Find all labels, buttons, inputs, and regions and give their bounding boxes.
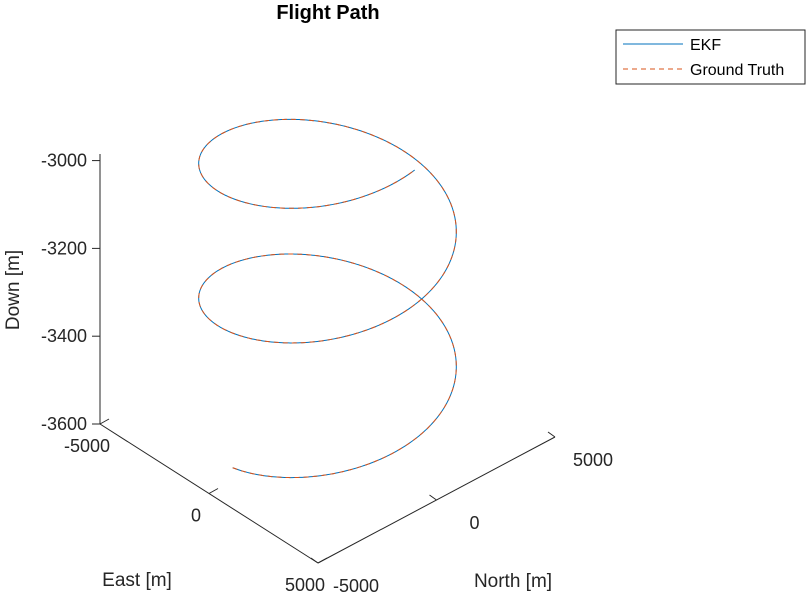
z-tick-label-0: -3000 [41, 151, 87, 171]
north-axis-label: North [m] [474, 571, 552, 592]
legend: EKF Ground Truth [615, 29, 806, 85]
z-tick-label-1: -3200 [41, 238, 87, 258]
z-axis-label: Down [m] [3, 250, 24, 330]
east-tick-label-0: -5000 [64, 436, 110, 456]
east-tick-label-1: 0 [191, 506, 201, 526]
series-layer [198, 118, 457, 479]
north-tick-mark-1 [429, 494, 437, 501]
north-tick-mark-2 [547, 431, 556, 438]
east-tick-mark-0 [99, 418, 110, 425]
north-axis-ticks: -5000 0 5000 [310, 431, 613, 595]
east-tick-mark-1 [208, 488, 219, 494]
east-axis-label: East [m] [102, 570, 172, 591]
legend-label-ground-truth: Ground Truth [690, 62, 784, 79]
z-tick-label-2: -3400 [41, 326, 87, 346]
z-axis-ticks: -3000 -3200 -3400 -3600 [41, 151, 100, 434]
east-axis-ticks: -5000 0 5000 [64, 418, 328, 595]
north-tick-label-1: 0 [469, 513, 479, 533]
series-line-ground-truth [198, 118, 457, 479]
east-tick-label-2: 5000 [285, 575, 325, 595]
series-line-ekf [198, 118, 457, 479]
north-tick-mark-0 [310, 557, 319, 564]
legend-label-ekf: EKF [690, 37, 721, 54]
north-tick-label-2: 5000 [573, 450, 613, 470]
z-tick-label-3: -3600 [41, 414, 87, 434]
north-tick-label-0: -5000 [333, 576, 379, 595]
legend-box [615, 29, 806, 85]
east-tick-mark-2 [317, 557, 328, 564]
chart-title: Flight Path [276, 2, 379, 24]
